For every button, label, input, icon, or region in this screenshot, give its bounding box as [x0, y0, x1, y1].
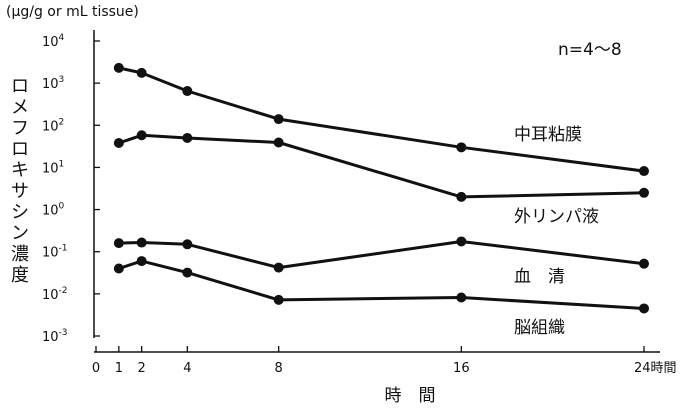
y-axis-label-char: キ: [11, 160, 29, 181]
data-point: [639, 187, 649, 198]
y-unit-label: (µg/g or mL tissue): [6, 4, 139, 20]
data-point: [182, 267, 193, 278]
data-point: [273, 294, 284, 305]
y-axis-label-char: ロ: [11, 76, 29, 97]
y-tick-label: 10-3: [42, 328, 68, 345]
series-line: [118, 240, 645, 270]
data-point: [273, 262, 284, 273]
data-point: [182, 86, 193, 97]
y-axis-label-char: ン: [11, 223, 29, 244]
y-tick-label: 10-1: [42, 244, 68, 261]
y-tick-label: 103: [42, 75, 64, 92]
data-point: [136, 67, 147, 78]
data-point: [456, 191, 467, 202]
data-point: [113, 238, 124, 249]
y-axis-label-char: サ: [11, 181, 29, 202]
x-tick-label: 16: [453, 361, 470, 376]
data-point: [113, 137, 124, 148]
y-tick-label: 104: [42, 33, 65, 50]
series-label: 中耳粘膜: [514, 125, 582, 145]
data-point: [136, 256, 147, 267]
series-line: [118, 66, 645, 173]
data-point: [456, 292, 467, 303]
data-point: [182, 132, 193, 143]
data-point: [136, 237, 147, 248]
data-point: [639, 258, 649, 269]
y-tick-label: 101: [42, 159, 64, 176]
y-tick-label: 100: [42, 202, 65, 219]
y-tick-label: 102: [42, 117, 64, 134]
y-axis-label-char: フ: [11, 118, 29, 139]
series-label: 外リンパ液: [514, 207, 599, 227]
series-label: 血 清: [514, 267, 565, 287]
x-tick-label: 24時間: [634, 361, 677, 376]
x-tick-label: 4: [183, 361, 191, 376]
data-point: [113, 263, 124, 274]
x-tick-label: 0: [92, 361, 100, 376]
data-point: [136, 130, 147, 141]
data-point: [639, 166, 649, 177]
data-point: [456, 236, 467, 247]
data-point: [273, 114, 284, 125]
series-lines: [118, 66, 645, 310]
x-axis-label: 時 間: [385, 386, 436, 406]
x-tick-label: 2: [138, 361, 146, 376]
y-axis-label-char: 度: [11, 265, 29, 286]
x-tick-label: 1: [115, 361, 123, 376]
data-point: [113, 62, 124, 73]
y-axis-label-char: メ: [11, 97, 29, 118]
y-axis-label-char: ロ: [11, 139, 29, 160]
series-points: [113, 62, 649, 314]
data-point: [182, 239, 193, 250]
series-label: 脳組織: [514, 318, 565, 338]
y-tick-label: 10-2: [42, 286, 68, 303]
sample-size-annotation: n=4〜8: [558, 40, 622, 60]
y-ticks: 10-3 10-2 10-1 100 101 102 103 104: [42, 33, 100, 345]
y-axis-label-char: シ: [11, 202, 29, 223]
y-axis-label-char: 濃: [11, 244, 29, 265]
data-point: [456, 142, 467, 153]
x-tick-label: 8: [275, 361, 283, 376]
data-point: [273, 137, 284, 148]
data-point: [639, 303, 649, 314]
series-line: [118, 259, 645, 310]
x-ticks: 0 1 2 4 8 16 24時間: [92, 346, 677, 376]
